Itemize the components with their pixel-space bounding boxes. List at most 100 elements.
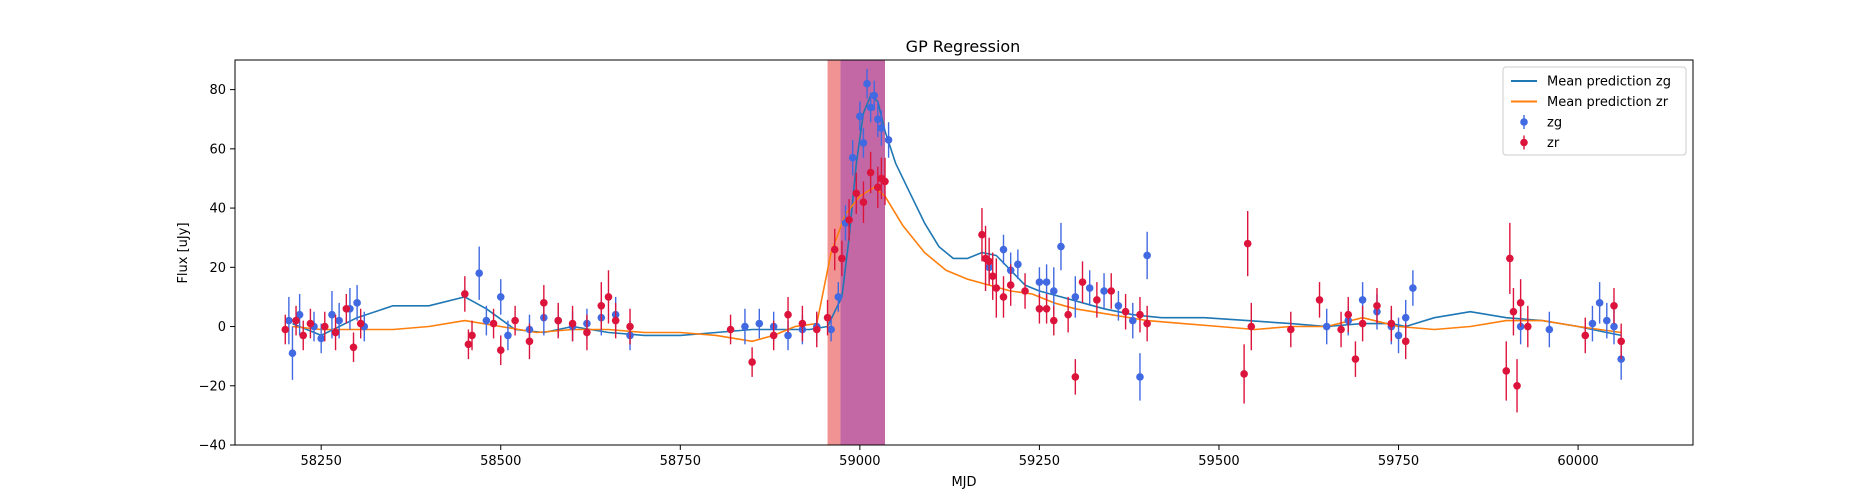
- point-zg: [1394, 331, 1403, 340]
- y-axis-label: Flux [uJy]: [176, 222, 191, 283]
- point-zr: [1524, 322, 1532, 331]
- x-tick-label: 59250: [1019, 454, 1060, 469]
- point-zr: [838, 254, 846, 263]
- point-zr: [1581, 331, 1590, 340]
- point-zg: [1143, 251, 1151, 260]
- y-tick-label: −20: [199, 379, 226, 394]
- legend-entry-mean-prediction-zr: Mean prediction zr: [1511, 95, 1669, 110]
- point-zr: [1021, 287, 1029, 295]
- point-zg: [1401, 313, 1410, 322]
- legend-swatch: [1520, 118, 1528, 126]
- legend-entry-mean-prediction-zg: Mean prediction zg: [1511, 75, 1671, 90]
- point-zr: [1502, 367, 1511, 375]
- point-zr: [748, 358, 756, 366]
- series-zg: [285, 68, 1625, 401]
- point-zg: [1085, 284, 1094, 292]
- point-zg: [475, 269, 483, 278]
- legend: Mean prediction zg Mean prediction zr zg zr: [1502, 66, 1687, 156]
- x-tick-label: 59000: [839, 454, 880, 469]
- y-tick-label: 80: [209, 83, 226, 98]
- point-zg: [1595, 299, 1604, 307]
- point-zg: [866, 103, 875, 112]
- legend-entry-zg: zg: [1520, 115, 1562, 131]
- point-zr: [1610, 302, 1618, 310]
- point-zg: [288, 349, 297, 357]
- y-tick-label: 0: [218, 320, 226, 335]
- series-zr: [281, 151, 1625, 413]
- point-zr: [1513, 381, 1521, 390]
- point-zr: [306, 319, 315, 328]
- point-zg: [1610, 322, 1618, 331]
- point-zr: [1401, 337, 1410, 346]
- point-zg: [1603, 316, 1611, 325]
- point-zr: [1506, 254, 1514, 263]
- point-zr: [356, 319, 365, 328]
- point-zr: [281, 325, 290, 334]
- point-zr: [525, 337, 534, 346]
- point-zg: [1035, 278, 1044, 286]
- point-zr: [1049, 316, 1058, 325]
- point-zr: [992, 284, 1001, 292]
- point-zr: [1121, 307, 1130, 316]
- point-zg: [1114, 302, 1123, 310]
- x-tick-label: 59500: [1198, 454, 1239, 469]
- point-zg: [285, 316, 293, 325]
- point-zr: [798, 319, 807, 328]
- x-tick-label: 59750: [1378, 454, 1419, 469]
- y-tick-label: −40: [199, 439, 226, 454]
- point-zr: [1617, 337, 1625, 346]
- point-zr: [320, 322, 329, 331]
- x-axis-ticks: 58250 58500 58750 59000 59250 59500 59750 60000: [301, 445, 1599, 469]
- legend-label: zr: [1547, 136, 1560, 151]
- point-zr: [881, 177, 889, 186]
- y-tick-label: 20: [209, 261, 226, 276]
- point-zr: [1064, 310, 1072, 319]
- x-tick-label: 60000: [1557, 454, 1598, 469]
- point-zr: [626, 322, 634, 331]
- point-zr: [464, 340, 473, 349]
- point-zg: [859, 139, 868, 147]
- point-zg: [482, 316, 491, 325]
- point-zg: [1358, 296, 1367, 304]
- point-zg: [1049, 287, 1058, 295]
- point-zr: [1006, 281, 1015, 289]
- y-tick-label: 60: [209, 142, 226, 157]
- x-tick-label: 58500: [480, 454, 521, 469]
- x-tick-label: 58250: [301, 454, 342, 469]
- point-zg: [877, 124, 886, 132]
- point-zg: [1071, 293, 1080, 301]
- point-zr: [292, 316, 300, 325]
- point-zr: [1107, 287, 1116, 295]
- point-zg: [496, 293, 505, 301]
- point-zg: [317, 334, 325, 343]
- point-zr: [769, 331, 778, 340]
- point-zr: [1071, 373, 1080, 381]
- point-zr: [1315, 296, 1324, 304]
- point-zg: [1409, 284, 1417, 292]
- point-zr: [468, 331, 476, 340]
- point-zg: [834, 293, 843, 301]
- point-zg: [755, 319, 764, 328]
- point-zr: [597, 302, 606, 310]
- point-zr: [988, 272, 997, 280]
- point-zr: [349, 343, 358, 352]
- point-zr: [874, 183, 882, 192]
- point-zr: [978, 230, 986, 239]
- legend-box: [1502, 66, 1687, 156]
- point-zr: [1337, 325, 1345, 334]
- point-zg: [1100, 287, 1108, 295]
- y-axis-ticks: −40 −20 0 20 40 60 80: [199, 83, 235, 454]
- point-zr: [1516, 299, 1525, 307]
- legend-label: Mean prediction zg: [1547, 75, 1671, 90]
- point-zr: [1035, 304, 1044, 313]
- point-zr: [1243, 239, 1252, 248]
- x-axis-label: MJD: [951, 475, 976, 490]
- point-zg: [870, 91, 879, 100]
- point-zg: [1128, 316, 1137, 325]
- point-zr: [511, 316, 519, 325]
- point-zr: [985, 257, 993, 266]
- point-zr: [1247, 322, 1256, 331]
- point-zg: [295, 310, 304, 319]
- legend-label: Mean prediction zr: [1547, 95, 1669, 110]
